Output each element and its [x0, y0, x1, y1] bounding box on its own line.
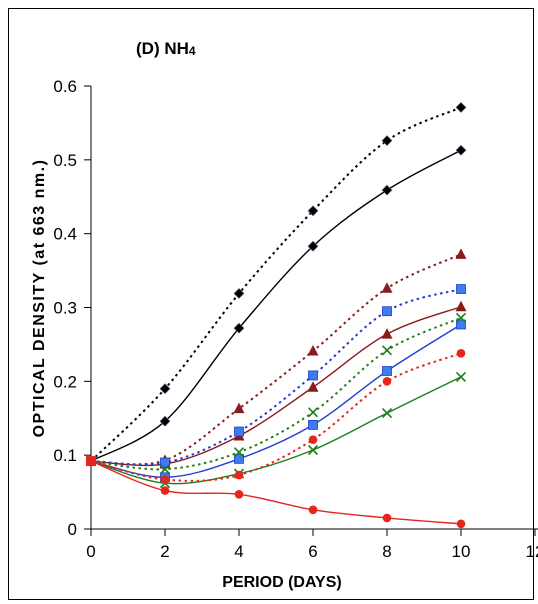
- data-point-square: [382, 306, 392, 317]
- data-point-x: [381, 345, 393, 356]
- start-point-marker: [86, 456, 96, 467]
- data-point-x: [455, 312, 467, 323]
- data-point-circle: [382, 377, 392, 386]
- y-axis-title: OPTICAL DENSITY (at 663 nm.): [31, 159, 48, 438]
- series-2: [90, 144, 467, 462]
- data-point-diamond: [307, 205, 319, 217]
- data-point-circle: [308, 505, 318, 515]
- data-point-circle: [160, 475, 170, 484]
- series-line: [90, 149, 462, 462]
- x-tick-label: 10: [452, 542, 471, 561]
- data-point-circle: [456, 519, 466, 529]
- series-line: [90, 352, 462, 482]
- series-line: [90, 288, 462, 466]
- chart-title: (D) NH4: [136, 39, 196, 58]
- data-point-x: [455, 371, 467, 382]
- data-point-circle: [456, 348, 466, 358]
- data-point-triangle: [381, 328, 393, 339]
- x-tick-label: 8: [382, 542, 391, 561]
- plot-area: 0 0.1 0.2 0.3 0.4 0.5 0.6 0 2 4 6 8 10 12: [53, 77, 538, 561]
- data-point-diamond: [455, 144, 467, 156]
- data-point-circle: [160, 486, 170, 495]
- y-tick-label: 0.4: [53, 225, 77, 244]
- series-6: [90, 319, 466, 483]
- data-point-circle: [234, 489, 244, 499]
- y-tick-label: 0.2: [53, 372, 77, 391]
- y-tick-label: 0.3: [53, 299, 77, 318]
- data-point-diamond: [381, 184, 393, 196]
- data-point-diamond: [381, 135, 393, 147]
- data-point-triangle: [307, 381, 319, 392]
- series-5: [90, 284, 466, 468]
- series-7: [90, 312, 467, 475]
- x-tick-label: 0: [86, 542, 95, 561]
- data-point-diamond: [233, 288, 245, 299]
- data-point-square: [160, 457, 170, 468]
- x-axis-title: PERIOD (DAYS): [222, 574, 341, 591]
- data-point-square: [456, 284, 466, 294]
- data-point-diamond: [307, 240, 319, 252]
- chart-title-main: (D) NH: [136, 39, 189, 58]
- series-line: [90, 460, 462, 525]
- chart-frame: [8, 8, 534, 600]
- data-point-triangle: [455, 248, 467, 259]
- data-point-triangle: [381, 282, 393, 293]
- x-tick-label: 4: [234, 542, 243, 561]
- data-point-diamond: [159, 415, 171, 427]
- chart-title-subscript: 4: [189, 44, 196, 58]
- data-point-circle: [234, 470, 244, 480]
- data-point-diamond: [159, 383, 171, 395]
- y-tick-label: 0.6: [53, 77, 77, 96]
- data-point-diamond: [233, 322, 245, 334]
- data-point-circle: [308, 435, 318, 444]
- data-point-x: [307, 444, 319, 456]
- series-8: [90, 371, 467, 489]
- data-point-square: [308, 419, 318, 430]
- series-9: [90, 348, 466, 484]
- data-point-x: [159, 464, 171, 475]
- x-tick-label: 2: [160, 542, 169, 561]
- x-tick-label: 6: [308, 542, 317, 561]
- series-line: [90, 316, 462, 471]
- data-point-x: [307, 407, 319, 418]
- data-point-circle: [382, 513, 392, 523]
- data-point-square: [234, 426, 244, 437]
- data-point-square: [234, 453, 244, 464]
- series-1: [90, 101, 467, 462]
- data-point-x: [233, 447, 245, 458]
- data-point-square: [456, 319, 466, 330]
- data-point-triangle: [233, 402, 245, 414]
- series-line: [90, 306, 462, 467]
- data-point-square: [382, 366, 392, 376]
- y-tick-label: 0.5: [53, 151, 77, 170]
- data-point-square: [308, 370, 318, 381]
- y-tick-label: 0: [68, 520, 77, 539]
- series-line: [90, 376, 462, 485]
- data-point-triangle: [455, 300, 467, 312]
- series-10: [90, 460, 466, 529]
- data-point-triangle: [307, 345, 319, 356]
- data-point-x: [381, 408, 393, 419]
- series-line: [90, 323, 462, 479]
- data-point-diamond: [455, 101, 467, 113]
- x-tick-label: 12: [526, 542, 538, 561]
- y-tick-label: 0.1: [53, 446, 77, 465]
